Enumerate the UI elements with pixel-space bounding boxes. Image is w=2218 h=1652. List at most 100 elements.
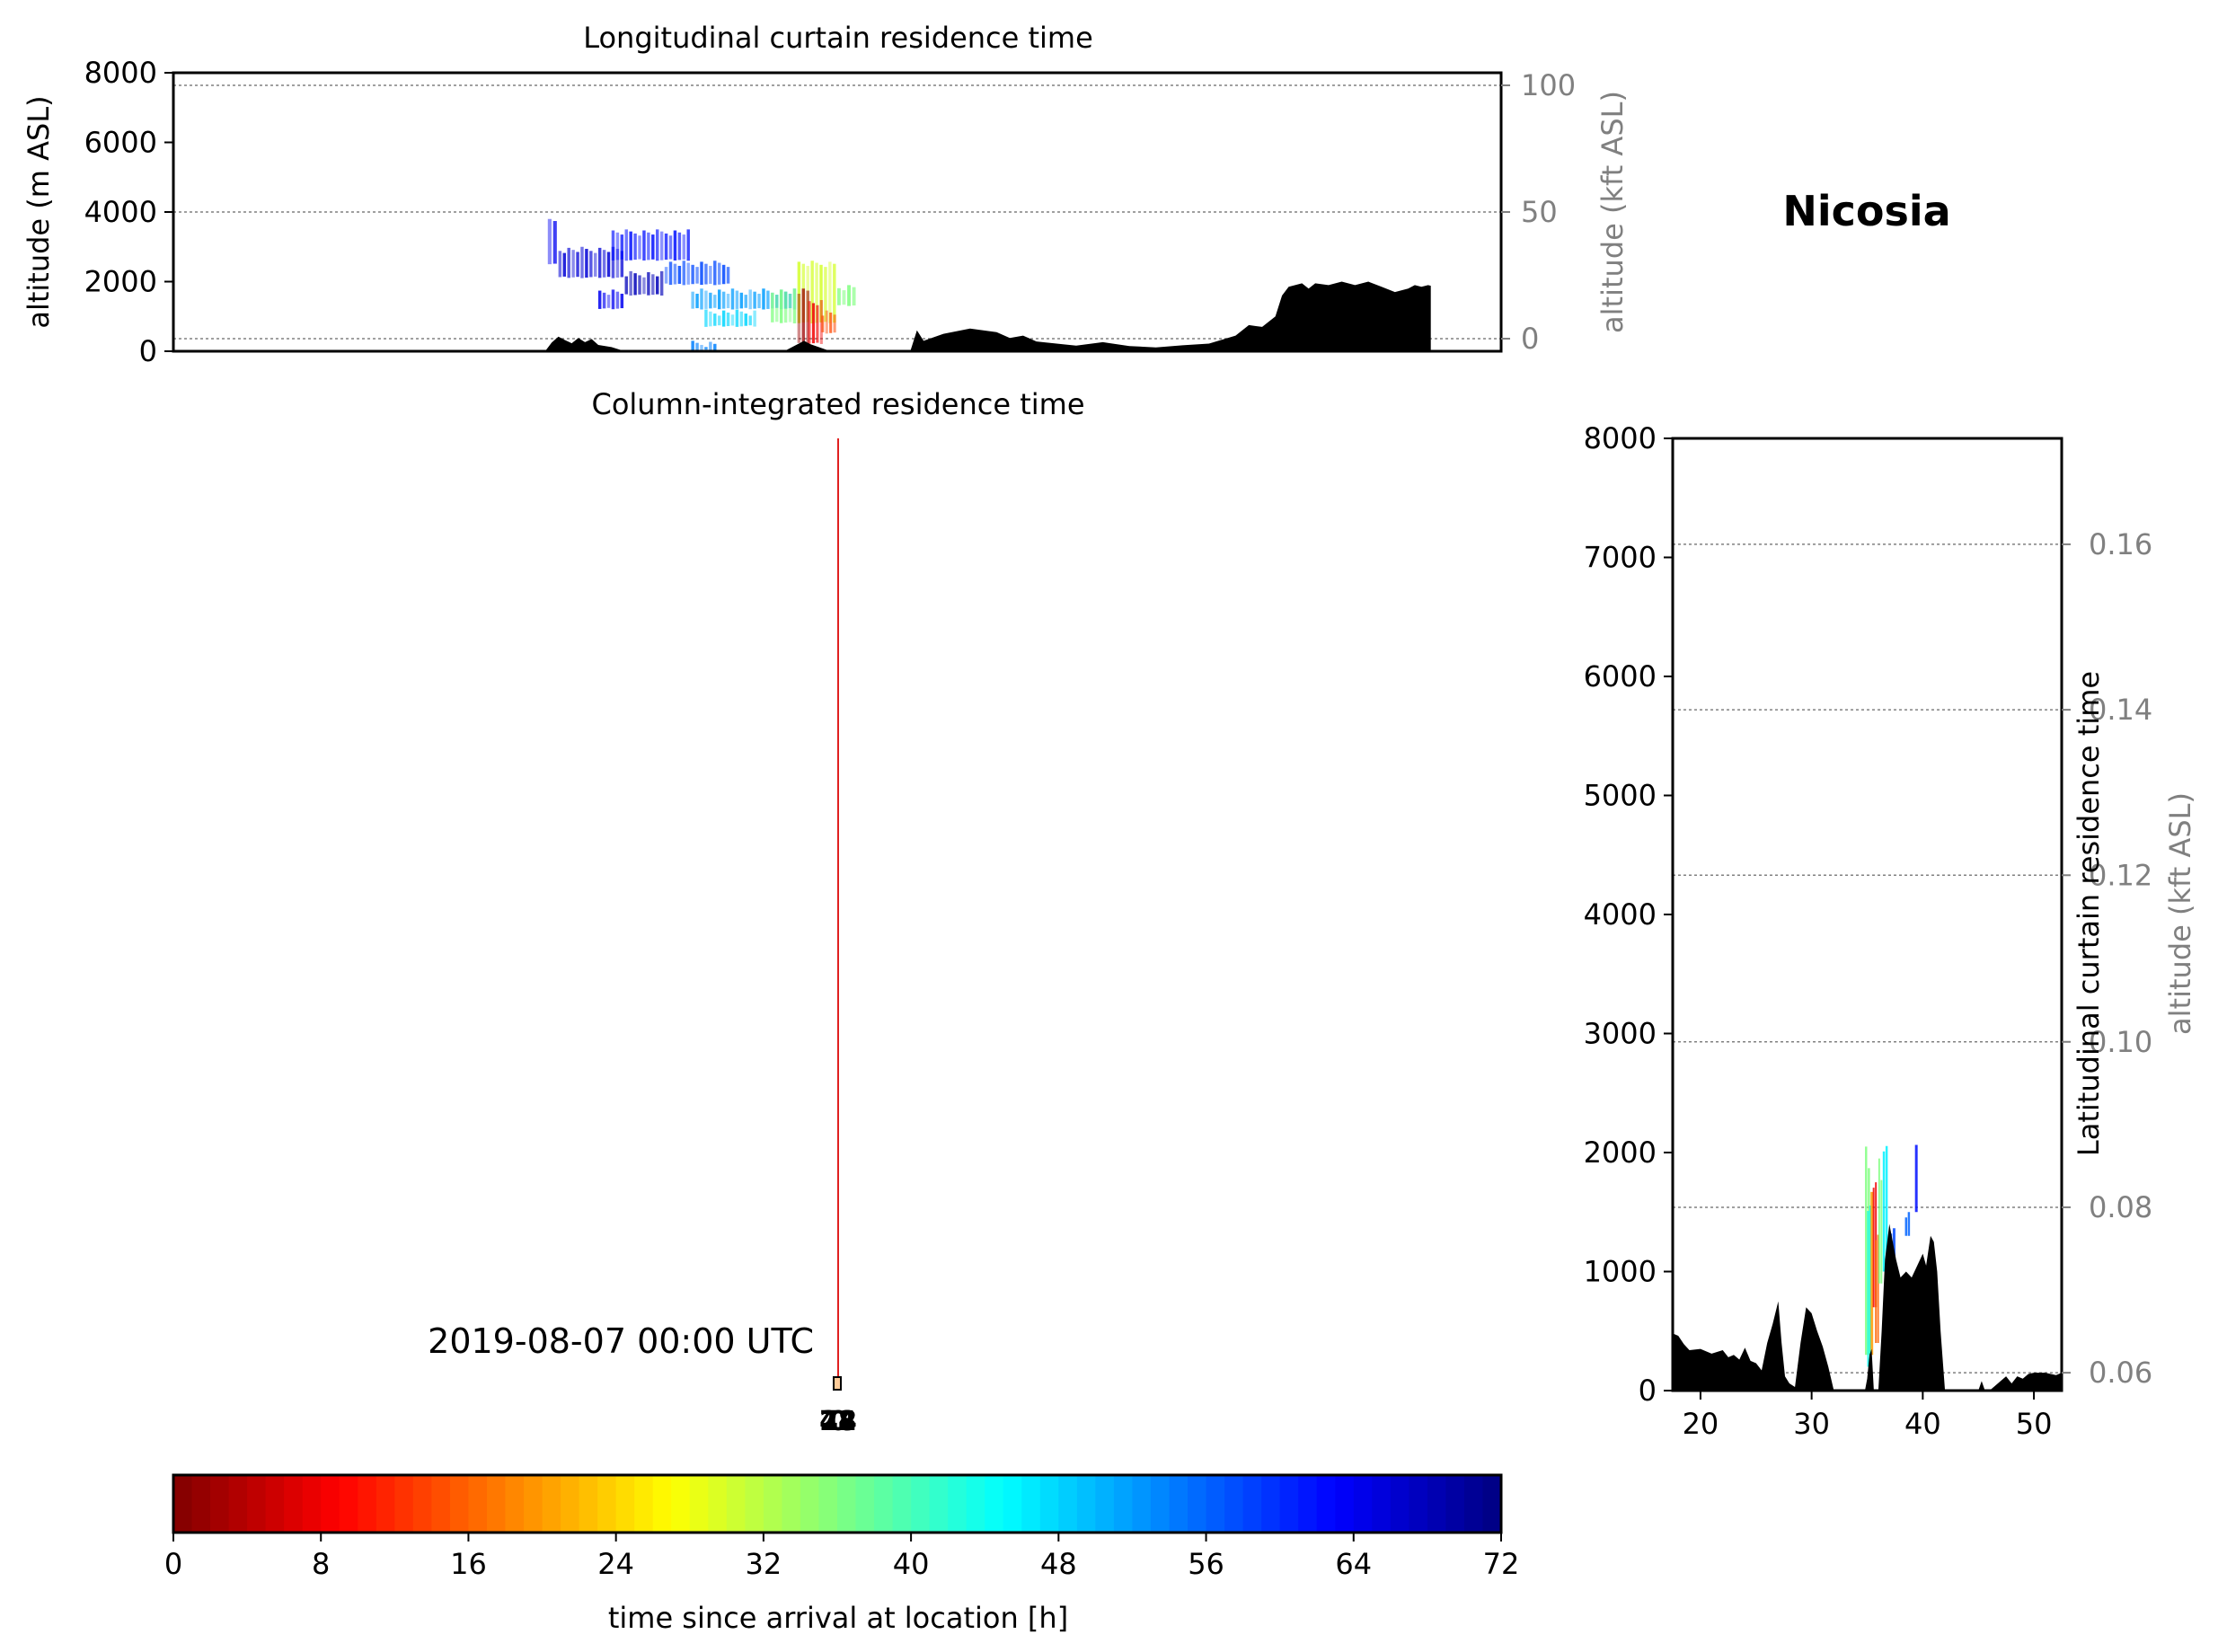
longitudinal-residence-cell <box>691 340 694 351</box>
latitudinal-y-tick-label-3: 3000 <box>1584 1017 1657 1051</box>
longitudinal-y2-tick-label-1: 50 <box>1521 195 1558 229</box>
longitudinal-residence-cell <box>686 262 690 285</box>
latitudinal-y2label: altitude (kft ASL) <box>2163 792 2197 1035</box>
longitudinal-residence-cell <box>647 232 650 261</box>
longitudinal-residence-cell <box>721 310 726 327</box>
longitudinal-residence-cell <box>739 311 744 327</box>
colorbar-tick-label-8: 64 <box>1335 1547 1372 1581</box>
longitudinal-y-tick-label-2: 4000 <box>84 195 157 229</box>
longitudinal-residence-cell <box>709 265 712 284</box>
colorbar-swatch <box>431 1475 451 1533</box>
longitudinal-residence-cell <box>642 230 646 261</box>
longitudinal-residence-cell <box>651 234 655 260</box>
latitudinal-y-tick-label-0: 0 <box>1639 1374 1657 1408</box>
latitudinal-residence-cell <box>1872 1188 1875 1308</box>
longitudinal-y2-tick-label-0: 0 <box>1521 322 1539 356</box>
colorbar-swatch <box>1169 1475 1189 1533</box>
longitudinal-residence-cell <box>629 231 632 261</box>
colorbar-swatch <box>597 1475 617 1533</box>
longitudinal-residence-cell <box>659 231 664 261</box>
longitudinal-terrain <box>173 281 1431 351</box>
longitudinal-residence-cell <box>744 295 747 308</box>
latitudinal-y2-tick-label-3: 0.12 <box>2089 858 2152 892</box>
longitudinal-residence-cell <box>656 229 659 261</box>
longitudinal-residence-cell <box>766 290 770 309</box>
longitudinal-residence-cell <box>744 314 747 326</box>
longitudinal-residence-cell <box>695 267 699 284</box>
longitudinal-residence-cell <box>824 267 827 322</box>
longitudinal-residence-cell <box>808 301 811 344</box>
latitudinal-residence-cell <box>1880 1179 1883 1284</box>
latitudinal-residence-cell <box>1907 1212 1911 1236</box>
colorbar-swatch <box>1242 1475 1262 1533</box>
longitudinal-residence-cell <box>753 310 756 327</box>
longitudinal-residence-cell <box>810 261 814 323</box>
longitudinal-residence-cell <box>700 344 703 350</box>
longitudinal-y-tick-label-4: 8000 <box>84 56 157 90</box>
longitudinal-residence-cell <box>730 288 735 310</box>
longitudinal-residence-cell <box>704 309 708 327</box>
longitudinal-residence-cell <box>735 290 739 309</box>
longitudinal-residence-cell <box>806 290 809 344</box>
longitudinal-residence-cell <box>638 275 641 295</box>
longitudinal-residence-cell <box>576 252 579 278</box>
colorbar-swatch <box>265 1475 285 1533</box>
overlap-label-24: 24 <box>819 1406 857 1437</box>
longitudinal-residence-cell <box>695 293 699 309</box>
longitudinal-residence-cell <box>615 249 620 278</box>
longitudinal-residence-cell <box>821 315 825 332</box>
longitudinal-residence-cell <box>620 251 624 278</box>
colorbar-swatch <box>1076 1475 1097 1533</box>
colorbar-swatch <box>339 1475 359 1533</box>
longitudinal-residence-cell <box>816 305 819 343</box>
colorbar-swatch <box>1224 1475 1244 1533</box>
colorbar-swatch <box>1113 1475 1134 1533</box>
latitudinal-curtain-panel: 0 1000 2000 3000 4000 5000 6000 7000 8000 20 30 40… <box>1584 421 2197 1441</box>
longitudinal-residence-cell <box>847 285 851 306</box>
longitudinal-residence-cell <box>552 221 557 264</box>
colorbar-tick-label-0: 0 <box>164 1547 182 1581</box>
colorbar-swatch <box>302 1475 323 1533</box>
latitudinal-residence-cell <box>1877 1234 1879 1343</box>
longitudinal-residence-cell <box>726 267 730 284</box>
latitudinal-y2-tick-label-0: 0.06 <box>2089 1356 2152 1390</box>
longitudinal-residence-cell <box>673 230 677 261</box>
colorbar-swatch <box>1039 1475 1060 1533</box>
longitudinal-residence-cell <box>771 292 774 322</box>
longitudinal-residence-cell <box>585 249 588 278</box>
colorbar-swatch <box>782 1475 801 1533</box>
longitudinal-residence-cell <box>677 265 682 284</box>
longitudinal-residence-cell <box>721 291 726 309</box>
longitudinal-residence-cell <box>691 291 694 309</box>
longitudinal-residence-cell <box>748 315 752 326</box>
longitudinal-residence-cell <box>762 288 765 310</box>
longitudinal-residence-cell <box>594 252 597 277</box>
latitudinal-y-tick-label-8: 8000 <box>1584 421 1657 455</box>
longitudinal-residence-cell <box>704 263 708 285</box>
latitudinal-x-tick-label-3: 50 <box>2016 1407 2053 1441</box>
longitudinal-residence-cell <box>664 233 668 261</box>
colorbar-swatch <box>615 1475 635 1533</box>
longitudinal-curtain-panel: Longitudinal curtain residence time 0 200… <box>22 21 1630 368</box>
longitudinal-title: Longitudinal curtain residence time <box>583 21 1093 55</box>
colorbar-swatch <box>376 1475 396 1533</box>
colorbar-swatch <box>1316 1475 1337 1533</box>
latitudinal-residence-cell <box>1867 1211 1869 1367</box>
longitudinal-y-tick-label-3: 6000 <box>84 126 157 160</box>
latitudinal-residence-cell <box>1869 1206 1871 1367</box>
column-integrated-title: Column-integrated residence time <box>591 387 1084 421</box>
longitudinal-residence-cell <box>558 251 562 278</box>
latitudinal-y-tick-label-5: 5000 <box>1584 779 1657 813</box>
longitudinal-residence-cell <box>615 232 620 261</box>
longitudinal-residence-cell <box>825 310 828 334</box>
longitudinal-residence-cell <box>611 246 615 278</box>
colorbar-swatch <box>1482 1475 1502 1533</box>
colorbar-swatch <box>1021 1475 1041 1533</box>
longitudinal-y-axis: 0 2000 4000 6000 8000 <box>84 56 173 368</box>
latitudinal-y-tick-label-1: 1000 <box>1584 1255 1657 1289</box>
longitudinal-residence-cell <box>833 314 836 333</box>
colorbar-swatch <box>1095 1475 1115 1533</box>
longitudinal-residence-cell <box>656 276 659 295</box>
longitudinal-residence-cell <box>629 270 632 296</box>
longitudinal-residence-cell <box>682 261 686 286</box>
